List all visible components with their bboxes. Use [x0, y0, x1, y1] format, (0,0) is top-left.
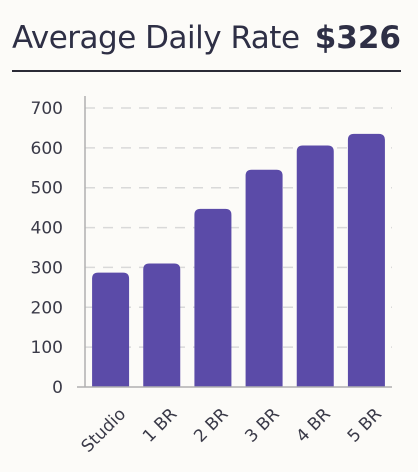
chart-header: Average Daily Rate $326	[12, 14, 401, 72]
bar-1-br	[143, 263, 181, 387]
x-tick-label-1-br: 1 BR	[139, 404, 181, 446]
y-tick-label-200: 200	[31, 298, 63, 318]
y-tick-label-400: 400	[31, 219, 63, 239]
x-tick-label-4-br: 4 BR	[293, 404, 335, 446]
y-tick-label-0: 0	[52, 378, 63, 398]
x-tick-label-studio: Studio	[78, 404, 130, 456]
x-tick-label-2-br: 2 BR	[190, 404, 232, 446]
x-tick-label-3-br: 3 BR	[241, 404, 283, 446]
chart-title: Average Daily Rate	[12, 20, 300, 56]
bar-2-br	[194, 208, 232, 387]
x-tick-label-5-br: 5 BR	[344, 404, 386, 446]
y-tick-label-700: 700	[31, 99, 63, 119]
bar-4-br	[296, 145, 334, 387]
y-tick-label-600: 600	[31, 139, 63, 159]
bar-studio	[92, 272, 130, 387]
bar-3-br	[245, 169, 283, 387]
y-tick-label-100: 100	[31, 338, 63, 358]
bar-5-br	[347, 133, 385, 387]
y-tick-label-500: 500	[31, 179, 63, 199]
average-rate-value: $326	[314, 20, 401, 56]
y-tick-label-300: 300	[31, 258, 63, 278]
